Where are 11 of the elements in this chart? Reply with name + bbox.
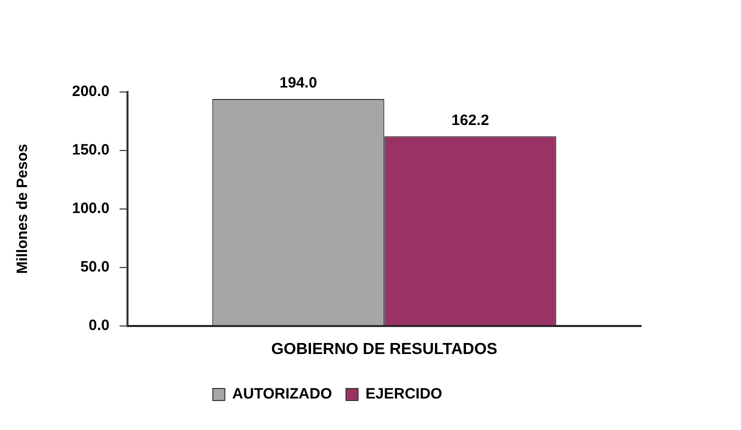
legend-label: AUTORIZADO	[232, 386, 332, 403]
data-label: 194.0	[279, 74, 318, 92]
data-label: 162.2	[452, 112, 490, 129]
y-tick-label: 50.0	[80, 258, 110, 276]
y-tick-label: 200.0	[72, 83, 110, 100]
y-tick-label: 0.0	[88, 316, 110, 334]
y-axis-title: Millones de Pesos	[14, 144, 32, 274]
y-tick-label: 150.0	[72, 142, 110, 159]
y-tick-label: 100.0	[72, 200, 110, 218]
x-tick-label: GOBIERNO DE RESULTADOS	[271, 340, 498, 358]
legend-label: EJERCIDO	[366, 386, 443, 403]
